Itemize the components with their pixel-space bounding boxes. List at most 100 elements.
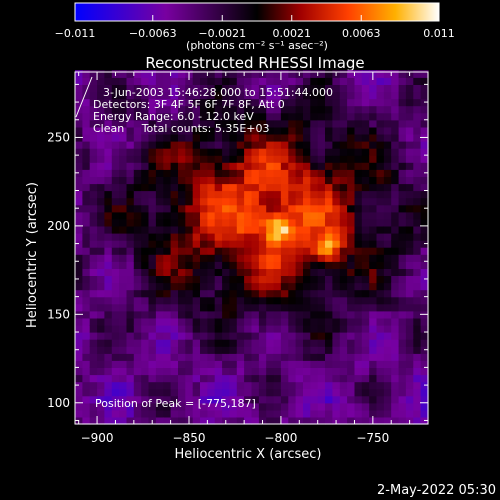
- heatmap-cell: [111, 197, 120, 206]
- heatmap-cell: [75, 395, 83, 404]
- heatmap-cell: [200, 119, 208, 128]
- heatmap-cell: [200, 395, 208, 404]
- heatmap-cell: [339, 346, 348, 354]
- heatmap-cell: [214, 126, 223, 135]
- heatmap-cell: [126, 282, 135, 291]
- heatmap-cell: [266, 367, 275, 376]
- heatmap-cell: [376, 282, 385, 291]
- heatmap-cell: [288, 162, 297, 170]
- heatmap-cell: [82, 183, 91, 192]
- heatmap-cell: [369, 98, 378, 107]
- heatmap-cell: [369, 155, 378, 163]
- heatmap-cell: [89, 148, 98, 156]
- heatmap-cell: [383, 346, 392, 354]
- heatmap-cell: [339, 197, 348, 206]
- heatmap-cell: [178, 126, 186, 135]
- heatmap-cell: [141, 324, 150, 333]
- heatmap-cell: [332, 155, 341, 163]
- heatmap-cell: [332, 339, 341, 347]
- heatmap-cell: [244, 317, 253, 326]
- heatmap-cell: [273, 332, 282, 340]
- heatmap-cell: [339, 162, 348, 170]
- heatmap-cell: [104, 176, 113, 185]
- heatmap-cell: [214, 339, 223, 347]
- heatmap-cell: [141, 169, 150, 177]
- heatmap-cell: [214, 148, 223, 156]
- heatmap-cell: [126, 310, 135, 319]
- heatmap-cell: [273, 112, 282, 121]
- heatmap-cell: [354, 70, 363, 78]
- heatmap-cell: [391, 388, 400, 397]
- heatmap-cell: [354, 162, 363, 170]
- heatmap-cell: [339, 367, 348, 376]
- heatmap-cell: [192, 339, 201, 347]
- heatmap-cell: [75, 176, 83, 185]
- heatmap-cell: [244, 218, 253, 227]
- heatmap-cell: [332, 247, 341, 255]
- heatmap-cell: [222, 402, 231, 411]
- heatmap-cell: [200, 353, 208, 361]
- heatmap-cell: [244, 162, 253, 170]
- heatmap-cell: [155, 409, 164, 418]
- heatmap-cell: [97, 84, 106, 93]
- heatmap-cell: [207, 190, 216, 199]
- heatmap-cell: [133, 119, 142, 128]
- heatmap-cell: [229, 275, 238, 284]
- heatmap-cell: [354, 360, 363, 368]
- heatmap-cell: [148, 119, 157, 128]
- heatmap-cell: [133, 346, 142, 354]
- heatmap-cell: [178, 388, 186, 397]
- heatmap-cell: [163, 162, 172, 170]
- heatmap-cell: [200, 197, 208, 206]
- heatmap-cell: [155, 77, 164, 85]
- heatmap-cell: [317, 261, 326, 269]
- heatmap-cell: [111, 282, 120, 291]
- heatmap-cell: [369, 275, 378, 284]
- heatmap-cell: [273, 141, 282, 149]
- heatmap-cell: [163, 204, 172, 213]
- heatmap-cell: [413, 353, 422, 361]
- heatmap-cell: [126, 303, 135, 312]
- heatmap-cell: [339, 77, 348, 85]
- heatmap-cell: [75, 141, 83, 149]
- heatmap-cell: [369, 119, 378, 128]
- heatmap-cell: [222, 204, 231, 213]
- heatmap-cell: [369, 204, 378, 213]
- heatmap-cell: [200, 70, 208, 78]
- heatmap-cell: [347, 317, 356, 326]
- heatmap-cell: [383, 402, 392, 411]
- heatmap-cell: [104, 353, 113, 361]
- heatmap-cell: [148, 275, 157, 284]
- heatmap-cell: [155, 105, 164, 114]
- heatmap-cell: [214, 416, 223, 425]
- heatmap-cell: [354, 332, 363, 340]
- heatmap-cell: [369, 77, 378, 85]
- heatmap-cell: [288, 303, 297, 312]
- heatmap-cell: [258, 332, 267, 340]
- heatmap-cell: [148, 218, 157, 227]
- heatmap-cell: [339, 84, 348, 93]
- heatmap-cell: [251, 254, 260, 262]
- heatmap-cell: [317, 346, 326, 354]
- heatmap-cell: [155, 155, 164, 163]
- heatmap-cell: [339, 218, 348, 227]
- heatmap-cell: [207, 133, 216, 142]
- heatmap-cell: [258, 381, 267, 390]
- heatmap-cell: [104, 77, 113, 85]
- heatmap-cell: [185, 381, 194, 390]
- heatmap-cell: [391, 275, 400, 284]
- heatmap-cell: [111, 374, 120, 383]
- heatmap-cell: [178, 303, 186, 312]
- heatmap-cell: [236, 247, 245, 255]
- heatmap-cell: [163, 395, 172, 404]
- heatmap-cell: [347, 91, 356, 100]
- heatmap-cell: [163, 141, 172, 149]
- heatmap-cell: [361, 416, 370, 425]
- heatmap-cell: [251, 402, 260, 411]
- heatmap-cell: [295, 324, 304, 333]
- heatmap-cell: [288, 296, 297, 305]
- heatmap-cell: [398, 409, 407, 418]
- heatmap-cell: [192, 310, 201, 319]
- heatmap-cell: [97, 190, 106, 199]
- heatmap-cell: [339, 416, 348, 425]
